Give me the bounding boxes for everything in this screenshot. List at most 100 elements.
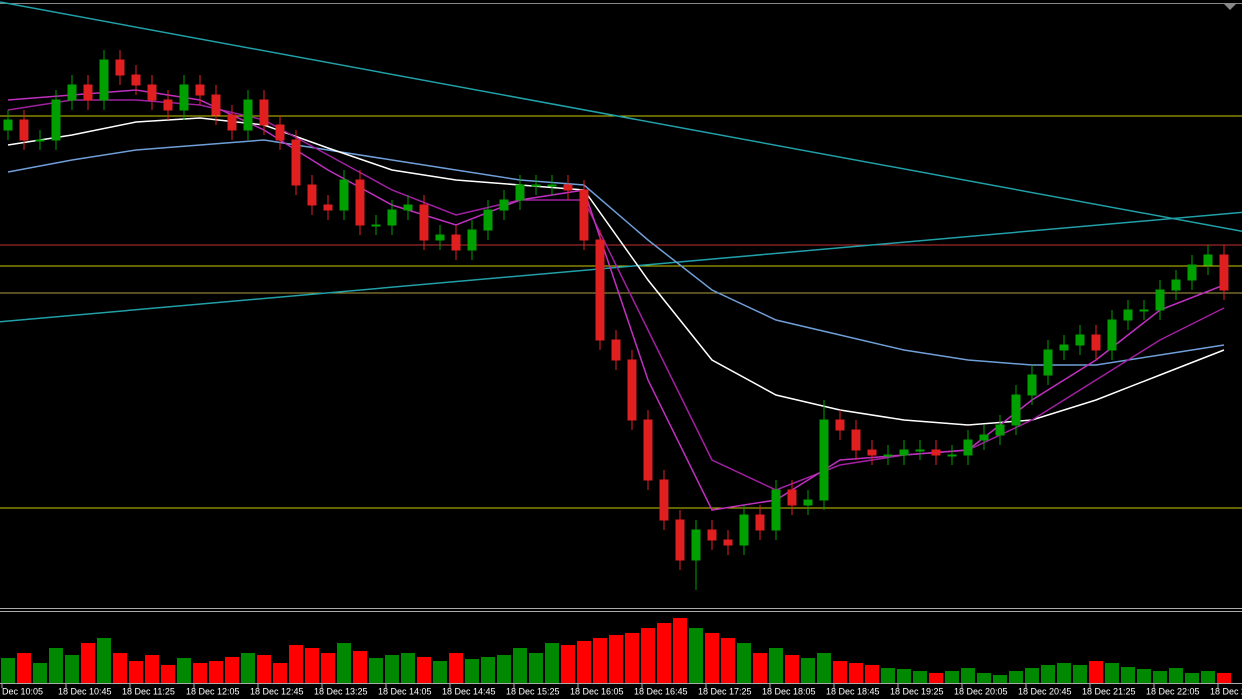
volume-bar xyxy=(273,663,287,683)
candle-body xyxy=(1027,374,1037,396)
volume-bar xyxy=(1153,671,1167,683)
candle-body xyxy=(1091,334,1101,351)
candle-body xyxy=(1123,309,1133,321)
volume-bar xyxy=(785,655,799,683)
volume-bar xyxy=(1169,668,1183,683)
volume-bar xyxy=(721,638,735,683)
volume-bar xyxy=(465,659,479,683)
volume-bar xyxy=(161,665,175,683)
trend-line xyxy=(0,211,1242,323)
candle-body xyxy=(643,419,653,481)
volume-bar xyxy=(961,668,975,683)
volume-bar xyxy=(289,645,303,683)
candle-body xyxy=(1059,344,1069,351)
candle-body xyxy=(627,359,637,421)
candle-body xyxy=(723,539,733,546)
volume-bar xyxy=(225,657,239,683)
candle-body xyxy=(707,529,717,541)
volume-bar xyxy=(577,641,591,683)
volume-bar xyxy=(17,653,31,683)
volume-bar xyxy=(993,675,1007,683)
volume-bar xyxy=(561,645,575,683)
candle-body xyxy=(1107,319,1117,351)
candle-body xyxy=(531,184,541,187)
candle-body xyxy=(611,339,621,361)
volume-bar xyxy=(49,648,63,683)
volume-bar xyxy=(833,661,847,683)
volume-bar xyxy=(33,663,47,683)
candle-body xyxy=(691,529,701,561)
candle-body xyxy=(483,209,493,231)
candle-body xyxy=(835,419,845,431)
volume-bar xyxy=(625,633,639,683)
volume-bar xyxy=(1041,665,1055,683)
volume-bar xyxy=(913,671,927,683)
volume-bar xyxy=(849,663,863,683)
candle-body xyxy=(451,234,461,251)
x-tick-label: 18 Dec 12:45 xyxy=(250,686,304,696)
volume-bar xyxy=(513,648,527,683)
volume-bar xyxy=(417,657,431,683)
volume-bar xyxy=(385,655,399,683)
candle-body xyxy=(371,224,381,227)
candle-body xyxy=(547,184,557,187)
volume-bar xyxy=(657,623,671,683)
volume-bar xyxy=(529,653,543,683)
candle-body xyxy=(147,84,157,101)
volume-bar xyxy=(241,653,255,683)
candle-body xyxy=(275,124,285,141)
volume-bar xyxy=(1201,671,1215,683)
volume-bar xyxy=(1121,667,1135,683)
volume-bar xyxy=(1,658,15,683)
volume-bar xyxy=(801,658,815,683)
candle-body xyxy=(851,429,861,451)
candle-body xyxy=(387,209,397,226)
candle-body xyxy=(787,489,797,506)
volume-bar xyxy=(545,643,559,683)
candle-body xyxy=(995,424,1005,436)
volume-bar xyxy=(673,618,687,683)
candle-body xyxy=(67,84,77,101)
x-tick-label: 18 Dec 17:25 xyxy=(698,686,752,696)
x-tick-label: 18 Dec 16:05 xyxy=(570,686,624,696)
candle-body xyxy=(979,434,989,441)
candle-body xyxy=(211,94,221,116)
volume-bar xyxy=(177,658,191,683)
candle-body xyxy=(1075,334,1085,346)
candle-body xyxy=(595,239,605,341)
candle-body xyxy=(1187,264,1197,281)
volume-bar xyxy=(129,661,143,683)
volume-bar xyxy=(1137,669,1151,683)
candle-body xyxy=(931,449,941,456)
x-tick-label: Dec 10:05 xyxy=(2,686,43,696)
scroll-marker xyxy=(1224,4,1236,10)
x-tick-label: 18 Dec 14:05 xyxy=(378,686,432,696)
volume-bar xyxy=(769,648,783,683)
candle-body xyxy=(563,184,573,191)
x-tick-label: 18 Dec 12:05 xyxy=(186,686,240,696)
x-tick-label: 18 Dec 20:05 xyxy=(954,686,1008,696)
moving-average xyxy=(7,99,1225,491)
volume-bar xyxy=(753,653,767,683)
volume-bar xyxy=(433,661,447,683)
candle-body xyxy=(83,84,93,101)
candle-body xyxy=(51,99,61,141)
volume-bar xyxy=(257,655,271,683)
candle-body xyxy=(947,454,957,457)
volume-bar xyxy=(1089,661,1103,683)
candle-body xyxy=(675,519,685,561)
candle-body xyxy=(659,479,669,521)
x-tick-label: 18 Dec 16:45 xyxy=(634,686,688,696)
volume-bar xyxy=(609,635,623,683)
x-tick-label: 18 Dec 14:45 xyxy=(442,686,496,696)
volume-bar xyxy=(353,651,367,683)
volume-bar xyxy=(977,673,991,683)
candle-body xyxy=(259,99,269,126)
candle-body xyxy=(291,139,301,186)
volume-bar xyxy=(65,655,79,683)
candle-body xyxy=(115,59,125,76)
candle-body xyxy=(35,139,45,142)
moving-average xyxy=(7,89,1225,511)
candle-body xyxy=(963,439,973,456)
volume-bar xyxy=(145,655,159,683)
